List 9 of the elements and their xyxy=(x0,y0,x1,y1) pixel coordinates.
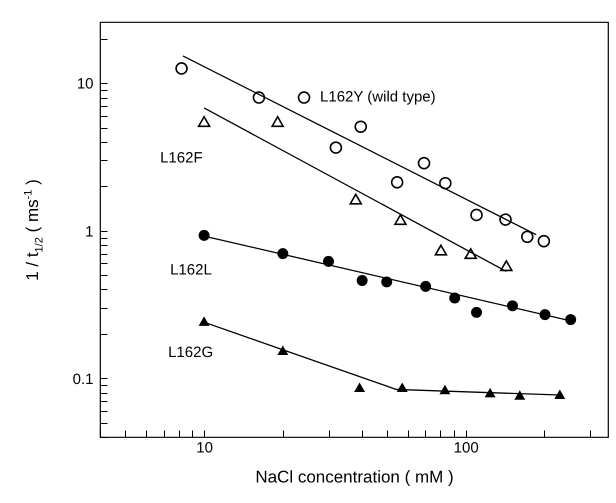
series-label: L162F xyxy=(160,150,203,167)
series-label: L162L xyxy=(170,261,212,278)
y-tick-label: 0.1 xyxy=(72,370,94,388)
y-tick-label: 10 xyxy=(76,76,94,93)
y-tick-label: 1 xyxy=(85,223,94,240)
x-axis-title: NaCl concentration ( mM ) xyxy=(255,468,454,486)
series-label: L162Y (wild type) xyxy=(320,88,436,106)
series-label: L162G xyxy=(168,344,214,362)
x-tick-label: 100 xyxy=(454,440,479,456)
